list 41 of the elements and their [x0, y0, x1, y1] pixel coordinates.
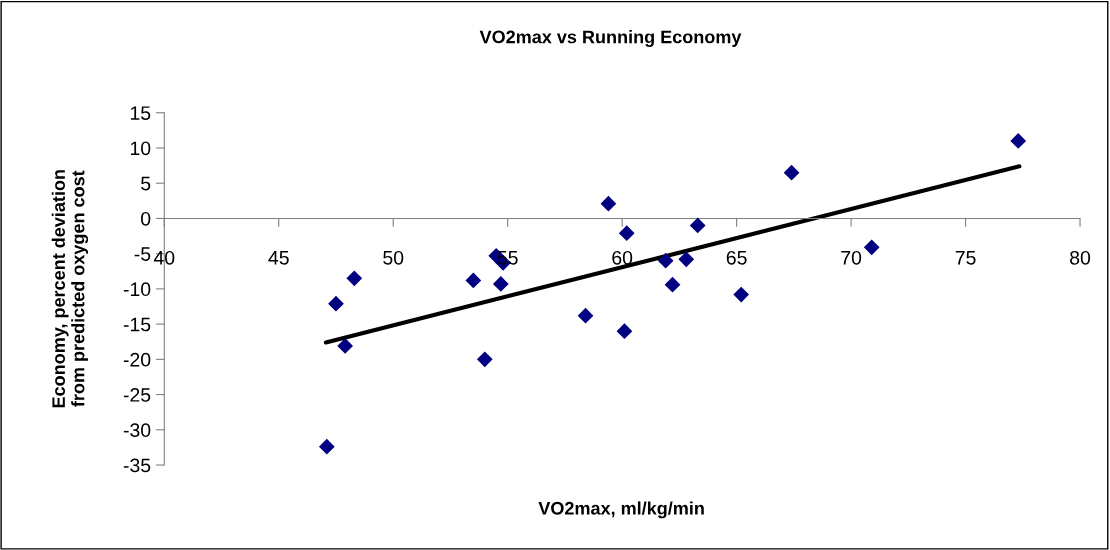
point — [319, 439, 335, 455]
y-tick-label: -15 — [123, 317, 151, 332]
point — [664, 277, 681, 293]
x-tick-label: 70 — [841, 250, 862, 265]
point — [477, 351, 493, 367]
point — [864, 239, 880, 255]
x-axis-title: VO2max, ml/kg/min — [538, 501, 704, 519]
x-tick-label: 50 — [383, 250, 404, 265]
y-tick-label: -10 — [123, 282, 151, 297]
x-tick-label: 80 — [1070, 250, 1091, 265]
y-tick-label: 5 — [141, 176, 151, 191]
y-tick-label: -30 — [123, 423, 151, 438]
chart-title: VO2max vs Running Economy — [479, 30, 742, 47]
point — [600, 196, 616, 212]
point — [616, 323, 633, 339]
y-axis-title: Economy, percent deviation from predicted oxygen cost — [51, 170, 89, 408]
x-tick-label: 65 — [726, 250, 747, 265]
point — [577, 308, 594, 324]
y-tick-label: -20 — [123, 352, 151, 367]
y-tick-label: 10 — [130, 141, 151, 156]
x-tick-label: 60 — [612, 250, 633, 265]
point — [493, 276, 509, 292]
x-tick-label: 45 — [268, 251, 289, 265]
y-tick-label: 15 — [130, 106, 151, 120]
point — [658, 253, 674, 269]
point — [337, 338, 353, 354]
point — [733, 286, 749, 303]
y-tick-label: -35 — [123, 458, 151, 473]
point — [346, 270, 362, 286]
point — [328, 296, 344, 312]
point — [678, 251, 694, 267]
y-tick-label: 0 — [141, 211, 151, 226]
point — [690, 217, 706, 234]
x-tick-label: 40 — [153, 250, 175, 265]
x-tick-label: 75 — [955, 251, 976, 265]
point — [619, 225, 635, 241]
point — [1010, 133, 1026, 149]
point — [465, 272, 481, 289]
y-tick-label: -5 — [134, 247, 151, 261]
y-tick-label: -25 — [123, 388, 151, 402]
point — [783, 165, 800, 181]
